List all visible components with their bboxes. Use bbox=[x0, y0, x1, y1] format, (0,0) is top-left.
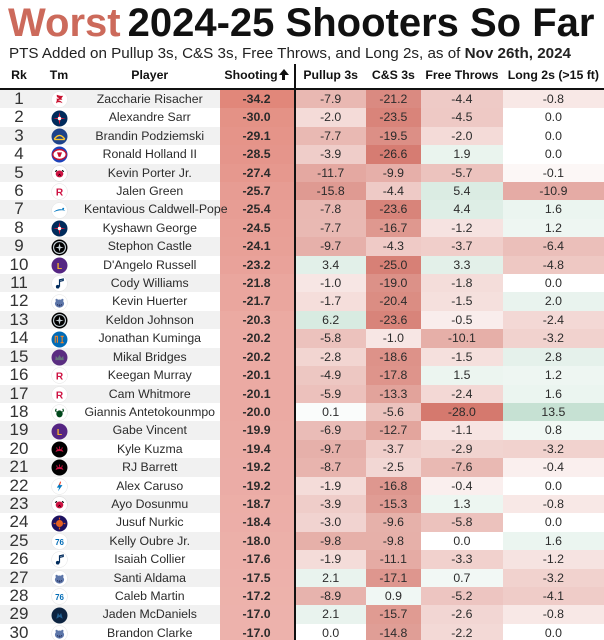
svg-text:L: L bbox=[56, 261, 61, 271]
svg-text:R: R bbox=[55, 372, 63, 383]
svg-text:R: R bbox=[55, 390, 63, 401]
svg-text:76: 76 bbox=[55, 538, 64, 547]
svg-text:R: R bbox=[55, 188, 63, 199]
svg-text:76: 76 bbox=[55, 593, 64, 602]
svg-text:L: L bbox=[56, 427, 61, 437]
